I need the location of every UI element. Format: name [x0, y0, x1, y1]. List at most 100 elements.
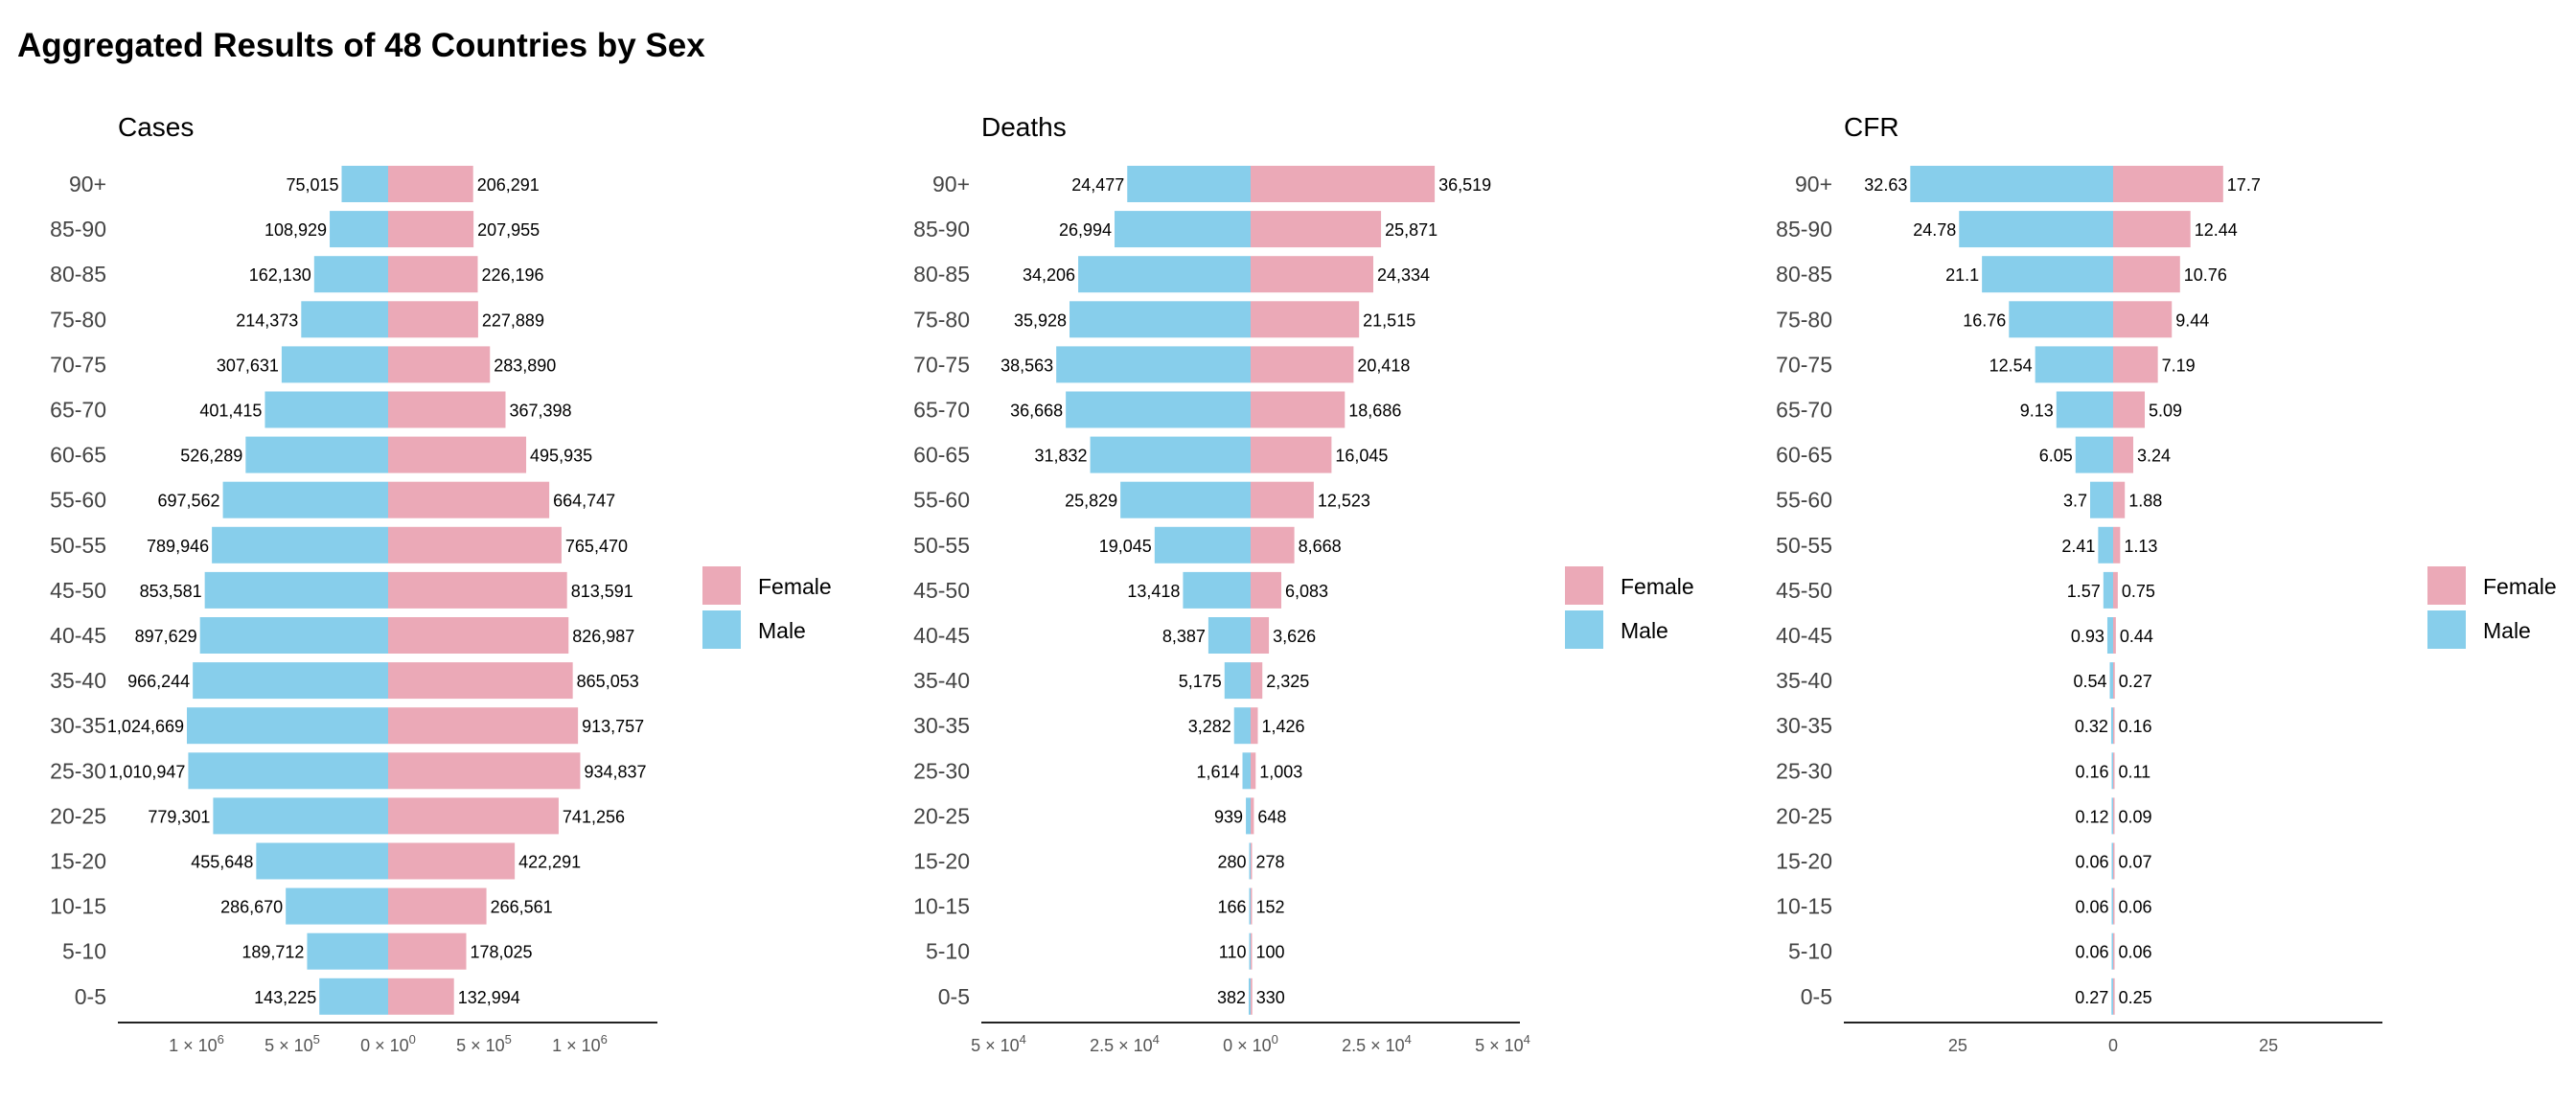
cfr-male-value-label: 32.63: [1864, 175, 1907, 195]
cfr-female-bar: [2113, 166, 2223, 202]
cases-female-value-label: 207,955: [477, 220, 540, 240]
deaths-male-bar: [1154, 526, 1251, 564]
cases-age-label: 25-30: [50, 758, 106, 783]
cfr-age-label: 40-45: [1776, 623, 1832, 648]
cfr-male-value-label: 0.27: [2075, 988, 2108, 1007]
cases-male-value-label: 966,244: [127, 672, 190, 691]
cfr-female-value-label: 1.13: [2124, 537, 2157, 556]
cfr-female-value-label: 0.44: [2120, 627, 2153, 646]
cfr-female-value-label: 10.76: [2184, 265, 2227, 285]
cfr-age-label: 10-15: [1776, 894, 1832, 919]
deaths-legend-male-label: Male: [1621, 618, 1668, 643]
deaths-age-label: 15-20: [913, 849, 970, 874]
cases-male-value-label: 75,015: [286, 175, 338, 195]
deaths-female-value-label: 20,418: [1357, 356, 1410, 375]
cfr-male-value-label: 0.93: [2071, 627, 2104, 646]
cases-male-value-label: 143,225: [254, 988, 316, 1007]
cfr-x-tick-label: 25: [1948, 1036, 1967, 1055]
deaths-male-bar: [1249, 842, 1251, 880]
cfr-male-value-label: 24.78: [1913, 220, 1956, 240]
deaths-male-value-label: 1,614: [1196, 762, 1239, 781]
deaths-male-value-label: 38,563: [1000, 356, 1053, 375]
deaths-female-value-label: 18,686: [1348, 402, 1401, 421]
deaths-female-value-label: 1,426: [1262, 717, 1305, 736]
deaths-female-bar: [1251, 571, 1281, 609]
cfr-male-bar: [1959, 211, 2113, 248]
cases-male-value-label: 108,929: [264, 220, 327, 240]
cfr-legend-female-swatch: [2427, 566, 2466, 605]
deaths-age-label: 70-75: [913, 352, 970, 377]
deaths-male-bar: [1242, 752, 1251, 790]
cases-male-value-label: 1,010,947: [108, 762, 185, 781]
deaths-male-value-label: 36,668: [1010, 402, 1063, 421]
cases-female-value-label: 934,837: [584, 762, 646, 781]
cases-panel-title: Cases: [118, 112, 194, 142]
cfr-age-label: 85-90: [1776, 217, 1832, 242]
deaths-female-value-label: 36,519: [1438, 175, 1491, 195]
cfr-male-value-label: 0.12: [2075, 807, 2108, 826]
cfr-female-value-label: 0.16: [2119, 717, 2152, 736]
cfr-female-bar: [2113, 256, 2180, 293]
deaths-male-bar: [1127, 166, 1251, 202]
cfr-male-value-label: 9.13: [2020, 402, 2054, 421]
deaths-age-label: 80-85: [913, 262, 970, 287]
cfr-male-bar: [2103, 571, 2113, 609]
cfr-age-label: 55-60: [1776, 488, 1832, 513]
deaths-male-bar: [1233, 707, 1251, 745]
cases-male-bar: [319, 978, 388, 1015]
cases-x-tick-label: 1 × 106: [169, 1032, 224, 1055]
deaths-male-value-label: 166: [1217, 898, 1246, 917]
cfr-age-label: 15-20: [1776, 849, 1832, 874]
deaths-age-label: 0-5: [938, 984, 970, 1009]
cases-x-tick-label: 5 × 105: [456, 1032, 512, 1055]
cases-female-bar: [388, 526, 562, 564]
cfr-male-value-label: 0.06: [2075, 943, 2108, 962]
deaths-female-bar: [1251, 617, 1270, 654]
deaths-male-bar: [1070, 301, 1251, 338]
cases-male-bar: [301, 301, 388, 338]
cases-male-bar: [204, 571, 388, 609]
cfr-age-label: 25-30: [1776, 758, 1832, 783]
deaths-male-value-label: 19,045: [1099, 537, 1152, 556]
cases-female-value-label: 865,053: [577, 672, 639, 691]
cfr-age-label: 0-5: [1801, 984, 1832, 1009]
cases-male-bar: [188, 752, 388, 790]
cfr-male-value-label: 0.06: [2075, 898, 2108, 917]
cfr-female-bar: [2113, 481, 2126, 518]
deaths-female-bar: [1251, 256, 1373, 293]
cases-male-bar: [330, 211, 388, 248]
cases-female-bar: [388, 256, 478, 293]
deaths-male-value-label: 939: [1214, 807, 1243, 826]
cfr-male-value-label: 2.41: [2061, 537, 2095, 556]
cfr-male-bar: [2111, 978, 2113, 1015]
cfr-male-bar: [2110, 707, 2113, 745]
cases-legend-male-label: Male: [758, 618, 806, 643]
cases-female-value-label: 266,561: [491, 898, 553, 917]
deaths-male-value-label: 35,928: [1014, 310, 1067, 330]
cfr-female-value-label: 0.25: [2119, 988, 2152, 1007]
deaths-male-value-label: 31,832: [1035, 447, 1088, 466]
cfr-male-bar: [2111, 887, 2113, 925]
cfr-female-value-label: 3.24: [2137, 447, 2171, 466]
deaths-female-bar: [1251, 662, 1263, 700]
cases-male-bar: [264, 391, 388, 428]
deaths-female-bar: [1251, 166, 1436, 202]
deaths-female-bar: [1251, 481, 1314, 518]
cfr-male-bar: [2098, 526, 2113, 564]
cfr-female-value-label: 9.44: [2175, 310, 2209, 330]
cfr-panel-title: CFR: [1844, 112, 1899, 142]
deaths-age-label: 25-30: [913, 758, 970, 783]
cfr-male-value-label: 16.76: [1963, 310, 2006, 330]
deaths-male-bar: [1078, 256, 1251, 293]
deaths-age-label: 65-70: [913, 398, 970, 423]
deaths-age-label: 40-45: [913, 623, 970, 648]
deaths-male-value-label: 8,387: [1162, 627, 1206, 646]
deaths-male-value-label: 13,418: [1127, 582, 1180, 601]
cfr-female-bar: [2113, 436, 2134, 473]
cases-male-value-label: 286,670: [220, 898, 283, 917]
deaths-male-bar: [1249, 932, 1251, 970]
deaths-age-label: 55-60: [913, 488, 970, 513]
cfr-female-bar: [2113, 346, 2158, 383]
cfr-legend-male-label: Male: [2483, 618, 2531, 643]
deaths-female-bar: [1251, 391, 1346, 428]
